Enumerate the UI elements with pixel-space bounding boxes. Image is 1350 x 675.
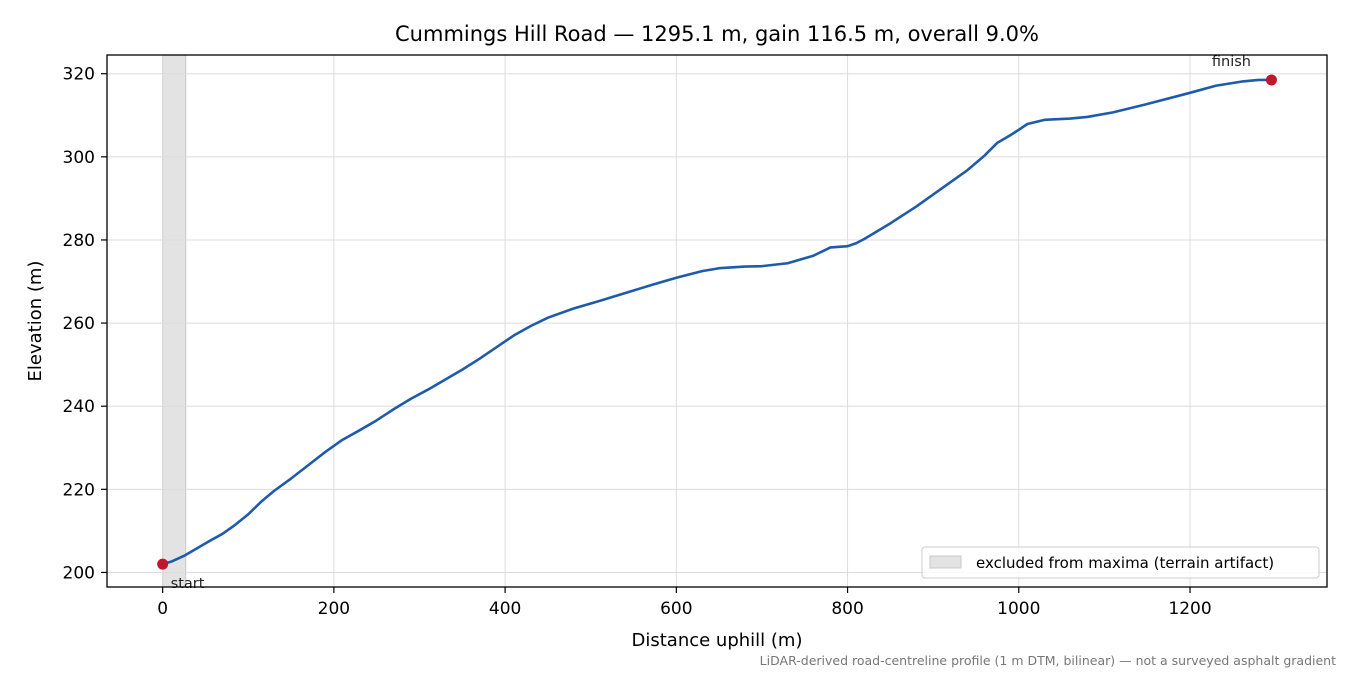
plot-background bbox=[107, 55, 1327, 587]
y-tick-label: 320 bbox=[63, 65, 95, 85]
elevation-line bbox=[161, 78, 1273, 566]
x-tick-label: 800 bbox=[831, 599, 863, 619]
excluded-region bbox=[162, 54, 187, 588]
y-tick-label: 200 bbox=[63, 563, 95, 583]
x-tick-label: 1000 bbox=[997, 599, 1040, 619]
x-tick-label: 200 bbox=[318, 599, 350, 619]
y-tick-label: 280 bbox=[63, 231, 95, 251]
x-tick-label: 1200 bbox=[1168, 599, 1211, 619]
y-tick-label: 220 bbox=[63, 480, 95, 500]
y-tick-label: 260 bbox=[63, 314, 95, 334]
start-marker bbox=[157, 558, 169, 570]
x-tick-label: 600 bbox=[660, 599, 692, 619]
y-axis-label: Elevation (m) bbox=[25, 261, 46, 382]
y-tick-label: 240 bbox=[63, 397, 95, 417]
start-label: start bbox=[171, 576, 205, 592]
legend: excluded from maxima (terrain artifact) bbox=[921, 546, 1320, 579]
footnote: LiDAR-derived road-centreline profile (1… bbox=[760, 653, 1336, 668]
legend-box bbox=[921, 546, 1320, 579]
x-tick-label: 0 bbox=[157, 599, 168, 619]
x-axis-label: Distance uphill (m) bbox=[632, 630, 803, 651]
y-tick-label: 300 bbox=[63, 148, 95, 168]
legend-swatch bbox=[929, 555, 962, 569]
x-tick-label: 400 bbox=[489, 599, 521, 619]
plot-frame bbox=[106, 54, 1328, 588]
plot-area bbox=[107, 54, 1327, 588]
finish-label: finish bbox=[1212, 54, 1251, 70]
legend-entry: excluded from maxima (terrain artifact) bbox=[976, 554, 1274, 572]
chart-title: Cummings Hill Road — 1295.1 m, gain 116.… bbox=[395, 22, 1039, 46]
finish-marker bbox=[1265, 74, 1277, 86]
